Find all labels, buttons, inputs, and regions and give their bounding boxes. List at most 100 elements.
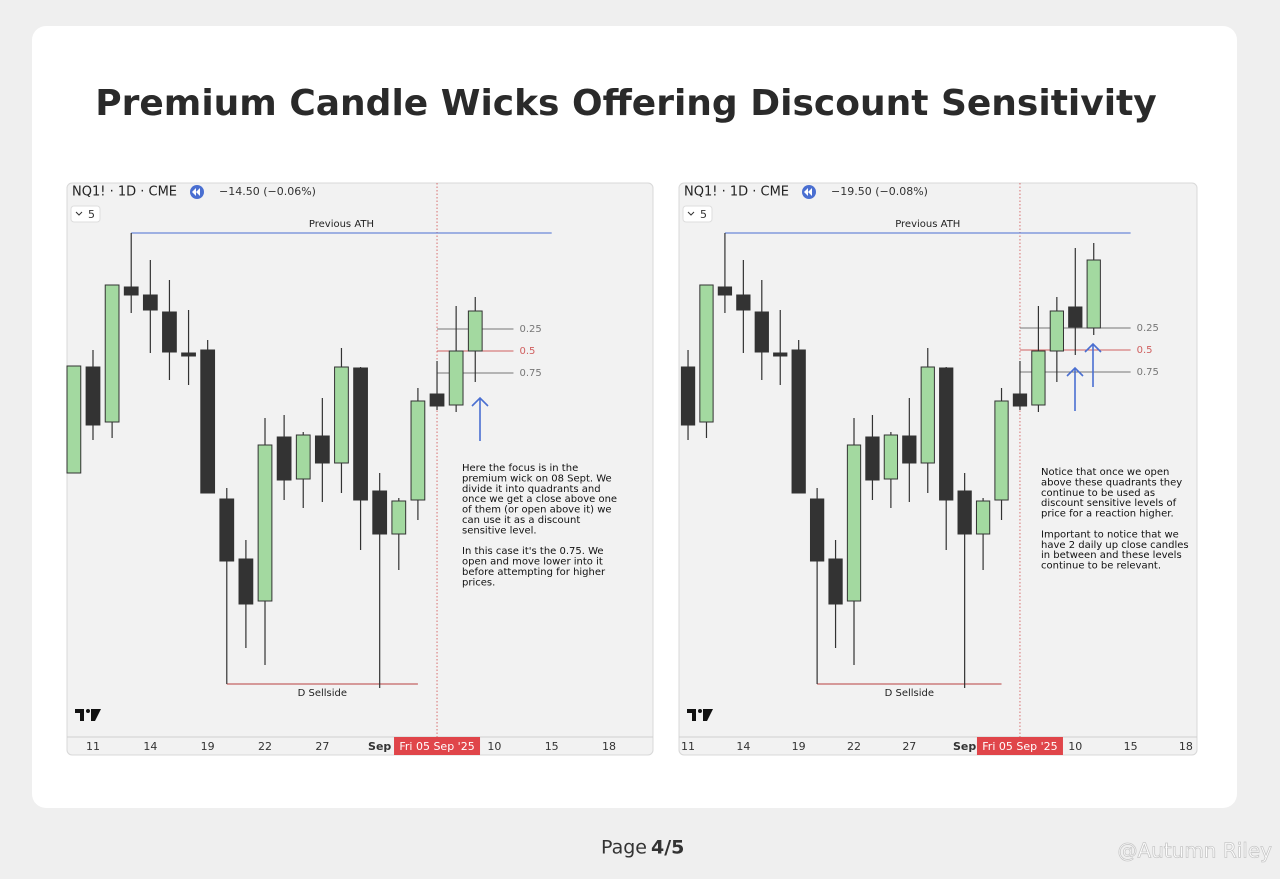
interval-value: 5 (88, 208, 95, 221)
x-tick-label: 19 (201, 740, 215, 753)
change: −19.50 (−0.08%) (831, 185, 928, 198)
annotation-line: once we get a close above one (462, 494, 617, 505)
annotation-line: sensitive level. (462, 525, 537, 536)
candle-body (957, 490, 972, 535)
annotation-line: have 2 daily up close candles (1041, 540, 1189, 551)
arrow (471, 396, 489, 441)
x-tick-label: 10 (487, 740, 501, 753)
logo-dot (86, 709, 90, 713)
candle-body (295, 434, 311, 480)
x-tick-label: 14 (143, 740, 157, 753)
x-tick-label: 15 (545, 740, 559, 753)
interval-badge (70, 205, 101, 223)
cursor-badge (394, 737, 481, 755)
annotation-line: continue to be relevant. (1041, 561, 1161, 572)
x-tick-label: 11 (86, 740, 100, 753)
cursor-badge (976, 737, 1063, 755)
candle-body (85, 366, 101, 426)
annotation-line: divide it into quadrants and (462, 484, 601, 495)
chart: NQ1! · 1D · CME −19.50 (−0.08%) 5 Previous … (678, 182, 1198, 756)
candle-body (162, 311, 177, 353)
candle-body (276, 436, 292, 481)
candle-body (846, 444, 862, 602)
chevron (75, 211, 83, 216)
title: Premium Candle Wicks Offering Discount S… (95, 83, 1156, 124)
arrow (1084, 342, 1102, 387)
charts: NQ1! · 1D · CME −14.50 (−0.06%) 5 Previous … (66, 182, 1198, 756)
level-label: Previous ATH (895, 219, 960, 230)
candle-body (353, 367, 368, 501)
candle-body (1031, 350, 1046, 406)
candle-body (372, 490, 388, 535)
annotation-line: continue to be used as (1041, 488, 1155, 499)
annotation-line: open and move lower into it (462, 557, 603, 568)
candle-body (717, 286, 733, 296)
logo-dot (698, 709, 702, 713)
cursor-label: Fri 05 Sep '25 (982, 740, 1057, 753)
candle-body (219, 498, 235, 562)
candle-body (939, 367, 954, 501)
watermark: @Autumn Riley (1117, 839, 1272, 863)
interval-value: 5 (700, 208, 707, 221)
candle-body (181, 352, 196, 357)
level-label: 0.75 (1137, 367, 1159, 378)
candle-body (391, 500, 407, 535)
arrow (1066, 366, 1084, 411)
annotation-line: Notice that once we open (1041, 467, 1169, 478)
annotation-line: before attempting for higher (462, 567, 606, 578)
candle-body (66, 365, 82, 474)
x-tick-label: 27 (902, 740, 916, 753)
candle-body (902, 435, 917, 464)
annotation-line: Here the focus is in the (462, 463, 578, 474)
candle-body (994, 400, 1009, 501)
replay-glyph (192, 188, 200, 196)
chevron (687, 211, 695, 216)
level-label: Previous ATH (309, 219, 374, 230)
change: −14.50 (−0.06%) (219, 185, 316, 198)
annotation-line: prices. (462, 577, 495, 588)
x-tick-label: 19 (792, 740, 806, 753)
candle-body (754, 311, 769, 353)
x-tick-label: 18 (602, 740, 616, 753)
symbol: NQ1! · 1D · CME (72, 185, 177, 200)
annotation-line: in between and these levels (1041, 550, 1182, 561)
level-label: 0.25 (1137, 323, 1159, 334)
page-number: 4/5 (651, 837, 684, 859)
level-label: 0.25 (519, 324, 541, 335)
annotation-line: price for a reaction higher. (1041, 509, 1174, 520)
annotation-line: of them (or open above it) we (462, 505, 612, 516)
candle-body (736, 294, 751, 311)
candle-body (467, 310, 483, 352)
level-label: 0.5 (1137, 345, 1153, 356)
interval-badge (682, 205, 713, 223)
candle-body (1049, 310, 1064, 352)
x-tick-label: 11 (681, 740, 695, 753)
candle-body (809, 498, 825, 562)
level-label: D Sellside (885, 688, 934, 699)
candle-body (1012, 393, 1028, 407)
symbol: NQ1! · 1D · CME (684, 185, 789, 200)
x-tick-label: 22 (847, 740, 861, 753)
annotation-line: Important to notice that we (1041, 529, 1179, 540)
candle-body (699, 284, 714, 423)
x-tick-label: Sep (368, 740, 391, 753)
candle-body (773, 352, 788, 357)
candle-body (257, 444, 273, 602)
level-label: 0.5 (519, 346, 535, 357)
annotation-line: discount sensitive levels of (1041, 498, 1177, 509)
candle-body (429, 393, 445, 407)
x-tick-label: 27 (315, 740, 329, 753)
candle-body (1086, 259, 1101, 329)
x-tick-label: 14 (736, 740, 750, 753)
level-label: D Sellside (298, 688, 347, 699)
x-tick-label: 15 (1124, 740, 1138, 753)
candle-body (883, 434, 899, 480)
candle-body (238, 558, 254, 605)
level-label: 0.75 (519, 368, 541, 379)
annotation-line: above these quadrants they (1041, 477, 1182, 488)
candle-body (680, 366, 696, 426)
page-label: Page (601, 837, 647, 859)
logo (75, 709, 101, 721)
cursor-label: Fri 05 Sep '25 (399, 740, 474, 753)
